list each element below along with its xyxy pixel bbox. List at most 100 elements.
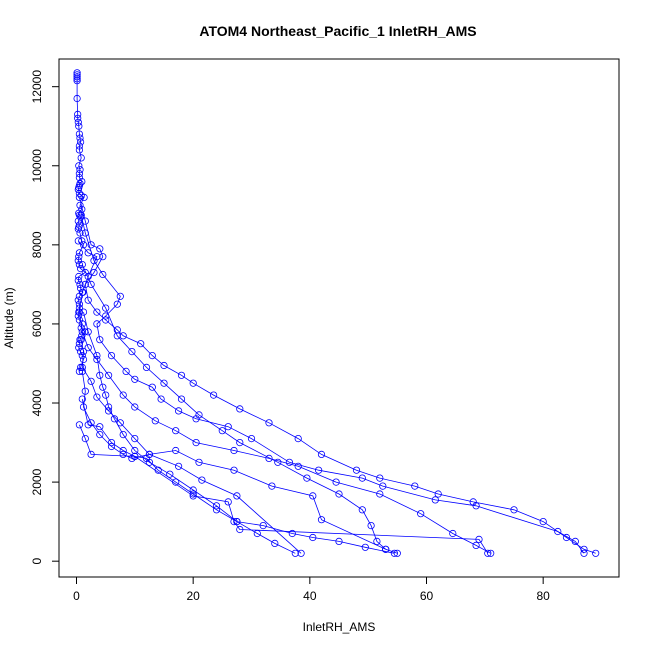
data-point xyxy=(317,516,326,524)
data-point xyxy=(93,320,101,328)
series-5 xyxy=(78,260,401,557)
data-point xyxy=(195,411,203,419)
data-point xyxy=(303,474,311,482)
data-point xyxy=(131,452,139,460)
data-point xyxy=(472,502,480,510)
data-point xyxy=(74,110,82,119)
data-point xyxy=(90,268,98,277)
data-point xyxy=(78,260,86,269)
data-point xyxy=(75,308,84,316)
data-point xyxy=(78,288,86,296)
data-point xyxy=(74,237,82,245)
data-point xyxy=(87,280,95,288)
data-point xyxy=(271,539,279,548)
series-2 xyxy=(75,193,600,557)
data-point xyxy=(449,529,457,538)
series-7 xyxy=(77,336,305,557)
data-point xyxy=(73,94,81,103)
data-point xyxy=(376,474,384,482)
data-point xyxy=(73,77,81,85)
data-point xyxy=(189,492,197,500)
data-point xyxy=(78,395,86,403)
data-point xyxy=(317,450,326,458)
data-point xyxy=(84,421,92,429)
data-point xyxy=(74,257,82,265)
series-line xyxy=(80,339,302,554)
data-point xyxy=(76,201,84,209)
data-point xyxy=(79,241,88,249)
data-point xyxy=(472,541,480,550)
data-point xyxy=(84,328,92,336)
data-point xyxy=(233,492,241,500)
data-point xyxy=(198,476,206,484)
data-point xyxy=(99,270,107,279)
data-point xyxy=(119,391,127,399)
data-point xyxy=(113,326,121,334)
data-point xyxy=(76,280,84,288)
data-point xyxy=(75,193,84,201)
data-point xyxy=(131,446,139,455)
data-point xyxy=(539,517,547,526)
data-point xyxy=(571,537,579,546)
data-point xyxy=(554,527,562,536)
data-point xyxy=(96,423,104,431)
x-tick-label: 80 xyxy=(536,589,550,603)
data-point xyxy=(137,340,145,348)
y-tick-label: 10000 xyxy=(30,149,44,183)
x-tick-label: 60 xyxy=(420,589,434,603)
data-point xyxy=(265,419,273,427)
data-point xyxy=(87,241,95,249)
data-point xyxy=(172,427,180,435)
chart-title: ATOM4 Northeast_Pacific_1 InletRH_AMS xyxy=(199,23,476,39)
data-point xyxy=(84,249,92,257)
data-point xyxy=(230,466,238,474)
data-point xyxy=(78,351,86,360)
data-point xyxy=(81,217,89,225)
data-point xyxy=(73,75,81,83)
data-point xyxy=(107,438,116,447)
data-point xyxy=(77,138,85,146)
series-3 xyxy=(77,211,588,557)
data-point xyxy=(151,417,159,425)
data-point xyxy=(84,344,92,352)
data-point xyxy=(96,245,104,253)
data-point xyxy=(580,549,588,557)
data-point xyxy=(107,442,116,451)
series-10 xyxy=(75,421,492,557)
data-point xyxy=(212,502,221,510)
data-point xyxy=(75,344,83,352)
data-point xyxy=(78,178,86,186)
data-point xyxy=(309,492,317,500)
data-point xyxy=(74,114,82,122)
data-point xyxy=(77,363,85,371)
y-tick-label: 6000 xyxy=(30,310,44,337)
data-point xyxy=(367,521,375,530)
data-point xyxy=(195,458,203,466)
data-point xyxy=(210,391,218,399)
y-axis-label: Altitude (m) xyxy=(2,287,16,348)
data-point xyxy=(102,316,110,324)
data-point xyxy=(189,379,197,387)
series-4 xyxy=(74,237,495,557)
x-axis: 0 20 40 60 80 xyxy=(73,576,550,603)
data-point xyxy=(76,229,84,237)
data-point xyxy=(119,430,127,439)
data-point xyxy=(131,403,139,411)
series-8 xyxy=(78,367,390,553)
data-point xyxy=(96,336,104,344)
data-point xyxy=(75,146,84,154)
data-point xyxy=(131,375,139,383)
data-point xyxy=(122,367,130,375)
data-point xyxy=(75,162,83,170)
data-point xyxy=(73,69,81,77)
data-point xyxy=(116,292,124,300)
data-point xyxy=(76,166,84,174)
data-point xyxy=(131,434,139,443)
data-point xyxy=(379,482,387,490)
data-point xyxy=(75,189,84,197)
data-point xyxy=(80,193,88,201)
data-point xyxy=(358,506,366,514)
data-point xyxy=(148,351,156,360)
data-point xyxy=(81,229,89,237)
data-point xyxy=(77,336,85,344)
